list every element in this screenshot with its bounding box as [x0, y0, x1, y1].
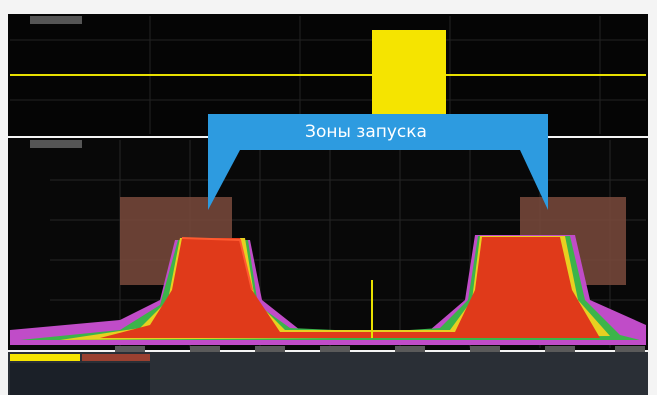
axis-tags — [115, 346, 645, 352]
callout-label: Зоны запуска — [305, 122, 427, 142]
channel-info — [10, 363, 150, 395]
channel-tab — [10, 354, 80, 361]
max-trace — [181, 237, 253, 291]
density-layer — [100, 237, 600, 338]
burst — [372, 30, 446, 116]
pane-tag — [30, 16, 82, 24]
pane-tag — [30, 140, 82, 148]
channel-tab — [82, 354, 150, 361]
callout-shape — [208, 114, 548, 210]
